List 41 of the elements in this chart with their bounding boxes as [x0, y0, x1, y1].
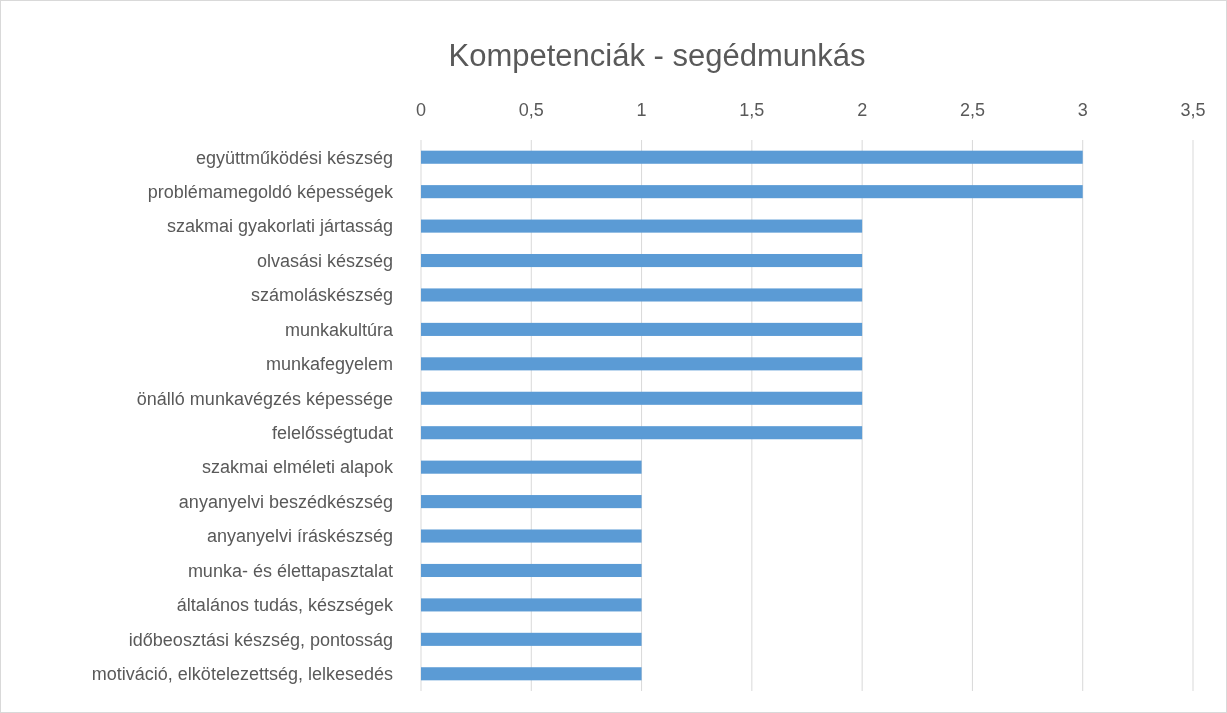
y-tick-label: problémamegoldó képességek — [147, 181, 394, 202]
bar — [421, 426, 863, 440]
x-tick-label: 1 — [636, 100, 647, 120]
bar — [421, 185, 1083, 199]
y-tick-label: munkafegyelem — [265, 354, 393, 375]
y-tick-label: szakmai gyakorlati jártasság — [166, 216, 393, 237]
x-tick-label: 3,5 — [1180, 100, 1206, 120]
bar — [421, 288, 863, 302]
y-tick-label: munka- és élettapasztalat — [187, 560, 393, 581]
x-tick-label: 1,5 — [739, 100, 765, 120]
bar — [421, 598, 642, 612]
bar — [421, 632, 642, 646]
bar — [421, 563, 642, 578]
y-tick-label: felelősségtudat — [271, 423, 393, 444]
y-tick-label: anyanyelvi beszédkészség — [178, 491, 393, 512]
y-tick-label: munkakultúra — [284, 319, 394, 340]
bar — [421, 667, 642, 681]
y-tick-label: anyanyelvi íráskészség — [206, 526, 393, 547]
bar — [421, 322, 863, 336]
x-tick-label: 0,5 — [518, 100, 544, 120]
y-tick-label: időbeosztási készség, pontosság — [128, 629, 393, 650]
bar — [421, 357, 863, 371]
chart-title: Kompetenciák - segédmunkás — [448, 38, 866, 73]
x-tick-label: 2 — [857, 100, 868, 120]
y-tick-label: szakmai elméleti alapok — [201, 457, 394, 478]
y-tick-label: olvasási készség — [256, 250, 393, 271]
bar — [421, 495, 642, 509]
bar — [421, 150, 1083, 164]
y-tick-label: együttműködési készség — [195, 147, 393, 168]
y-tick-label: motiváció, elkötelezettség, lelkesedés — [91, 664, 393, 685]
bar — [421, 219, 863, 233]
bar — [421, 529, 642, 543]
y-tick-label: általános tudás, készségek — [176, 595, 394, 616]
x-tick-label: 3 — [1077, 100, 1088, 120]
y-tick-label: számoláskészség — [250, 285, 393, 306]
x-tick-label: 0 — [415, 100, 427, 120]
bar — [421, 391, 863, 405]
x-tick-label: 2,5 — [959, 100, 985, 120]
y-tick-label: önálló munkavégzés képessége — [136, 388, 393, 409]
bar — [421, 253, 863, 268]
bar — [421, 460, 642, 474]
